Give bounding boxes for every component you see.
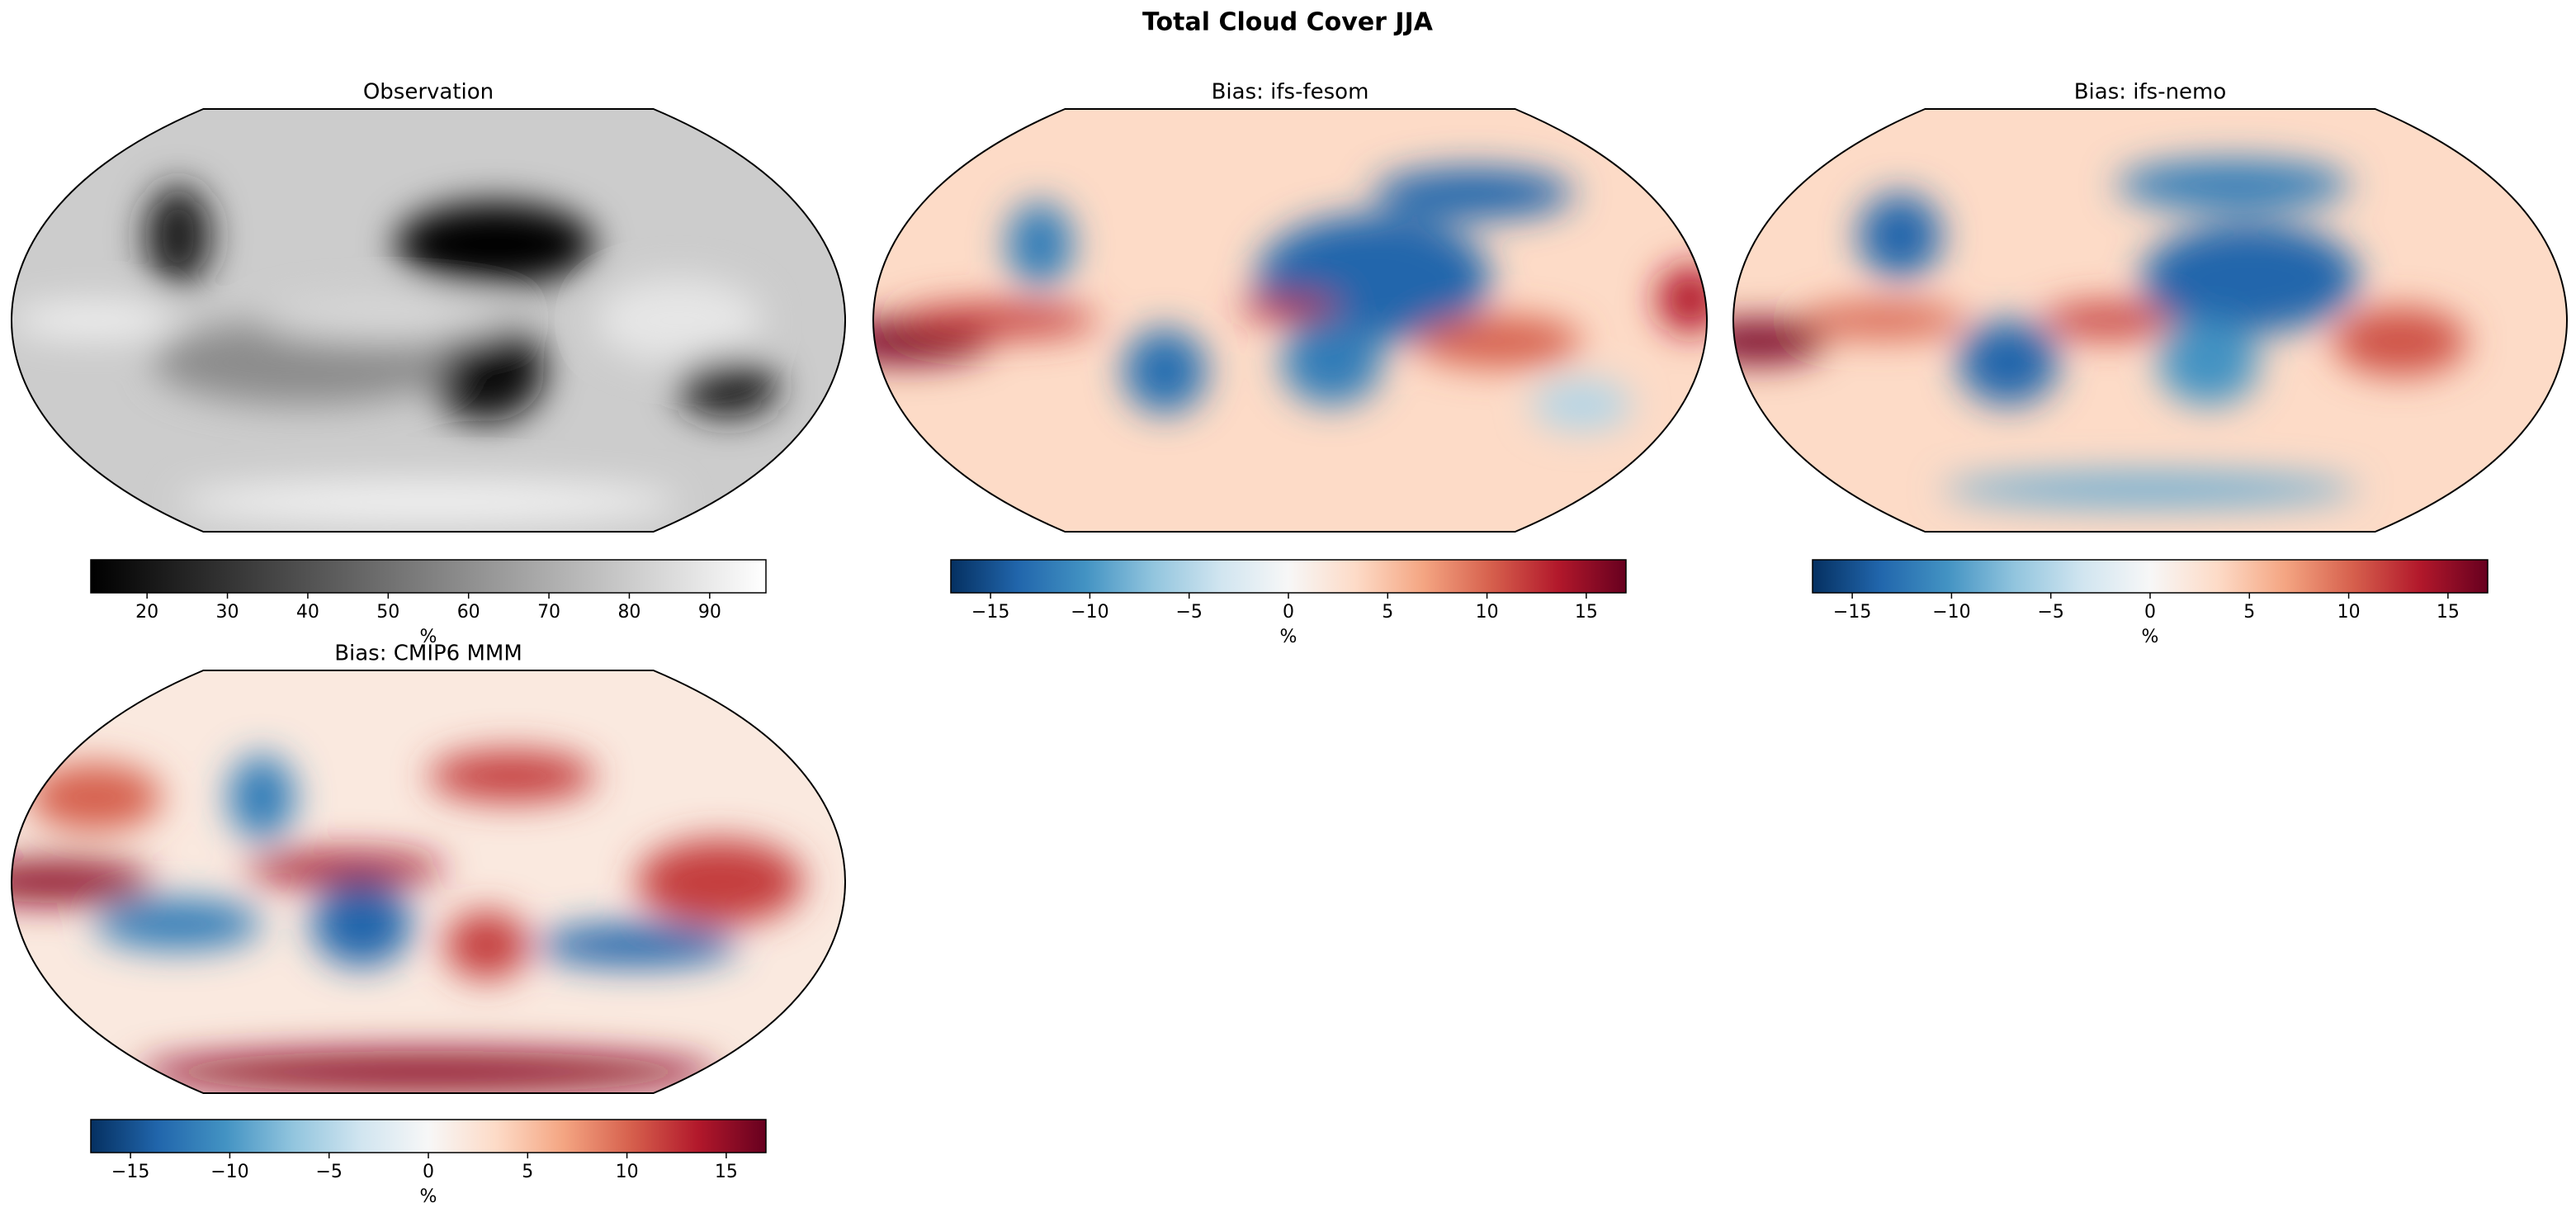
colorbar-tick-label: 90 [698, 602, 721, 623]
colorbar-tick-label: 0 [423, 1162, 434, 1182]
colorbar-tick-label: −5 [1175, 602, 1202, 623]
map-blob [1657, 265, 1707, 334]
map-field [12, 109, 845, 532]
map-blob [1941, 472, 2359, 507]
map-blob [1123, 329, 1207, 414]
map-blob [1958, 320, 2058, 405]
map-blob [2158, 320, 2259, 405]
panel-title: Bias: ifs-fesom [1212, 80, 1369, 105]
colorbar-tick-label: −10 [1932, 602, 1970, 623]
map-panel: Observation 20 30 40 50 60 70 80 90% [10, 80, 847, 647]
figure-title: Total Cloud Cover JJA [1142, 8, 1434, 37]
colorbar-tick-label: −15 [111, 1162, 149, 1182]
map-blob [395, 201, 595, 287]
colorbar-tick-label: 10 [1476, 602, 1499, 623]
map-blob [445, 911, 529, 979]
colorbar-label: % [2142, 627, 2159, 647]
map-blob [636, 839, 804, 925]
colorbar-tick-label: 5 [522, 1162, 533, 1182]
panel-title: Bias: CMIP6 MMM [334, 642, 522, 666]
map-blob [95, 898, 262, 949]
map-blob [1733, 320, 1826, 363]
colorbar-tick-label: −5 [315, 1162, 342, 1182]
colorbar-tick-label: 0 [2144, 602, 2156, 623]
map-blob [536, 924, 737, 967]
map-outline [1732, 108, 2569, 533]
colorbar-tick-label: 0 [1283, 602, 1294, 623]
map-blob [1006, 201, 1074, 287]
colorbar-tick-label: 40 [296, 602, 319, 623]
map-blob [2141, 223, 2359, 334]
map-blob [2333, 307, 2467, 376]
map-panel: Bias: ifs-nemo −15 −10 −5 0 5 10 15% [1732, 80, 2569, 647]
colorbar-tick-label: −10 [1071, 602, 1108, 623]
colorbar-tick-label: 50 [376, 602, 399, 623]
map-outline [10, 108, 847, 533]
map-blob [428, 320, 546, 422]
colorbar-tick-label: 20 [135, 602, 158, 623]
colorbar-label: % [420, 1186, 437, 1207]
colorbar-tick-label: 5 [2243, 602, 2255, 623]
colorbar [90, 559, 767, 594]
map-blob [144, 185, 212, 287]
colorbar-tick-label: 5 [1382, 602, 1393, 623]
map-blob [262, 299, 512, 342]
map-blob [1799, 303, 1967, 338]
map-blobs [873, 168, 1707, 431]
colorbar-tick-label: 10 [2337, 602, 2361, 623]
map-field [873, 109, 1707, 532]
colorbar-label: % [420, 627, 437, 647]
map-blob [1373, 168, 1574, 220]
map-field [1733, 109, 2567, 532]
map-panel: Bias: CMIP6 MMM −15 −10 −5 0 5 10 15% [10, 642, 847, 1207]
colorbar-tick-label: 70 [537, 602, 560, 623]
map-blob [244, 852, 446, 887]
colorbar-tick-label: 30 [216, 602, 239, 623]
colorbar-tick-label: 60 [457, 602, 480, 623]
map-outline [872, 108, 1709, 533]
panel-title: Bias: ifs-nemo [2074, 80, 2227, 105]
map-blob [2041, 303, 2176, 338]
colorbar-tick-label: 15 [715, 1162, 738, 1182]
map-outline [10, 670, 847, 1094]
map-blob [178, 481, 678, 523]
map-blob [2116, 159, 2351, 211]
colorbar-tick-label: 15 [2437, 602, 2460, 623]
colorbar-label: % [1280, 627, 1297, 647]
map-blobs [12, 751, 804, 1093]
map-blob [1240, 295, 1340, 321]
map-panel: Bias: ifs-fesom −15 −10 −5 0 5 10 15% [872, 80, 1709, 647]
colorbar-tick-label: 80 [617, 602, 640, 623]
map-blob [1858, 193, 1942, 278]
colorbar [950, 559, 1627, 594]
colorbar-tick-label: 15 [1575, 602, 1598, 623]
map-blob [1415, 315, 1582, 367]
panel-title: Observation [363, 80, 494, 105]
map-blob [595, 277, 762, 363]
map-blob [136, 1050, 721, 1093]
map-blob [1531, 379, 1633, 431]
map-field [12, 670, 845, 1093]
colorbar-tick-label: −15 [1833, 602, 1871, 623]
colorbar-tick-label: −10 [210, 1162, 248, 1182]
map-blob [12, 303, 178, 338]
map-blob [228, 755, 295, 840]
map-blob [898, 303, 1099, 338]
colorbar-tick-label: −5 [2037, 602, 2063, 623]
colorbar [90, 1119, 767, 1153]
map-blobs [12, 185, 779, 523]
colorbar-tick-label: −15 [971, 602, 1009, 623]
colorbar-tick-label: 10 [616, 1162, 639, 1182]
map-blob [1281, 320, 1383, 405]
map-blobs [1733, 159, 2467, 507]
map-blob [153, 320, 454, 405]
map-blob [428, 751, 595, 802]
map-blob [12, 860, 154, 903]
map-blob [678, 358, 779, 418]
colorbar [1812, 559, 2489, 594]
map-blob [311, 882, 412, 967]
map-blob [28, 763, 162, 831]
